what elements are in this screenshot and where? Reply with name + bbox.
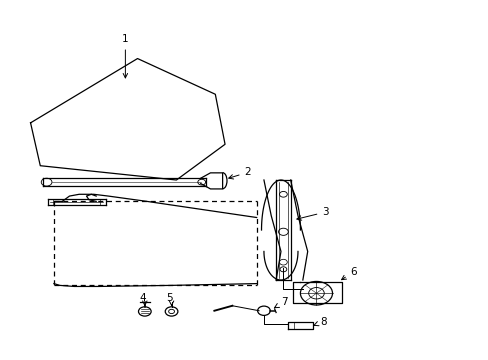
- Text: 6: 6: [341, 267, 356, 280]
- Text: 2: 2: [228, 167, 251, 179]
- Text: 7: 7: [274, 297, 287, 308]
- Text: 4: 4: [139, 293, 145, 303]
- Text: 8: 8: [313, 317, 326, 327]
- Text: 3: 3: [296, 207, 328, 220]
- Text: 5: 5: [166, 293, 173, 303]
- Text: 1: 1: [122, 35, 128, 45]
